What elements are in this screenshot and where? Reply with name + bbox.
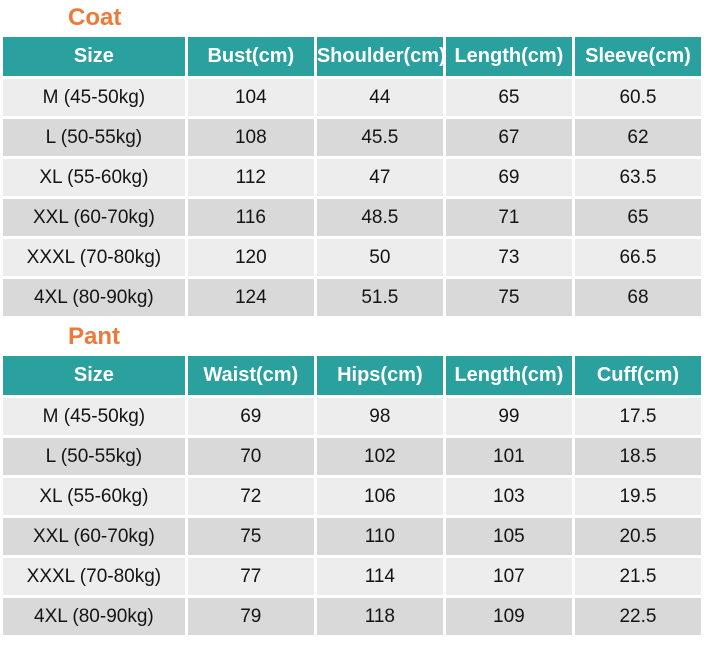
measurement-cell: 116 — [187, 199, 314, 236]
table-row: L (50-55kg) 70 102 101 18.5 — [3, 438, 701, 475]
measurement-cell: 18.5 — [574, 438, 701, 475]
measurement-cell: 101 — [445, 438, 572, 475]
size-label-cell: XL (55-60kg) — [3, 478, 185, 515]
measurement-cell: 98 — [316, 398, 443, 435]
measurement-cell: 102 — [316, 438, 443, 475]
size-label-cell: XXL (60-70kg) — [3, 199, 185, 236]
coat-size-table: Size Bust(cm) Shoulder(cm) Length(cm) Sleeve… — [0, 34, 704, 319]
measurement-cell: 110 — [316, 518, 443, 555]
measurement-cell: 17.5 — [574, 398, 701, 435]
measurement-cell: 109 — [445, 598, 572, 635]
table-row: XXXL (70-80kg) 120 50 73 66.5 — [3, 239, 701, 276]
measurement-cell: 75 — [445, 279, 572, 316]
measurement-cell: 114 — [316, 558, 443, 595]
column-header: Size — [3, 37, 185, 76]
table-row: M (45-50kg) 104 44 65 60.5 — [3, 79, 701, 116]
measurement-cell: 20.5 — [574, 518, 701, 555]
measurement-cell: 71 — [445, 199, 572, 236]
size-label-cell: M (45-50kg) — [3, 79, 185, 116]
measurement-cell: 106 — [316, 478, 443, 515]
size-label-cell: L (50-55kg) — [3, 119, 185, 156]
size-label-cell: XL (55-60kg) — [3, 159, 185, 196]
measurement-cell: 67 — [445, 119, 572, 156]
measurement-cell: 62 — [574, 119, 701, 156]
measurement-cell: 65 — [574, 199, 701, 236]
size-label-cell: 4XL (80-90kg) — [3, 598, 185, 635]
table-row: XXXL (70-80kg) 77 114 107 21.5 — [3, 558, 701, 595]
measurement-cell: 103 — [445, 478, 572, 515]
size-label-cell: 4XL (80-90kg) — [3, 279, 185, 316]
table-row: XL (55-60kg) 112 47 69 63.5 — [3, 159, 701, 196]
table-row: M (45-50kg) 69 98 99 17.5 — [3, 398, 701, 435]
column-header: Bust(cm) — [187, 37, 314, 76]
header-row: Size Bust(cm) Shoulder(cm) Length(cm) Sleeve… — [3, 37, 701, 76]
column-header: Sleeve(cm) — [574, 37, 701, 76]
measurement-cell: 19.5 — [574, 478, 701, 515]
column-header: Size — [3, 356, 185, 395]
measurement-cell: 50 — [316, 239, 443, 276]
measurement-cell: 108 — [187, 119, 314, 156]
section-pant: Pant Size Waist(cm) Hips(cm) Length(cm) Cuff(… — [0, 322, 704, 638]
measurement-cell: 68 — [574, 279, 701, 316]
size-label-cell: L (50-55kg) — [3, 438, 185, 475]
column-header: Waist(cm) — [187, 356, 314, 395]
section-coat: Coat Size Bust(cm) Shoulder(cm) Length(cm) Sl… — [0, 3, 704, 319]
header-row: Size Waist(cm) Hips(cm) Length(cm) Cuff(cm) — [3, 356, 701, 395]
measurement-cell: 65 — [445, 79, 572, 116]
table-row: XXL (60-70kg) 116 48.5 71 65 — [3, 199, 701, 236]
pant-size-table: Size Waist(cm) Hips(cm) Length(cm) Cuff(cm) M… — [0, 353, 704, 638]
measurement-cell: 104 — [187, 79, 314, 116]
measurement-cell: 45.5 — [316, 119, 443, 156]
measurement-cell: 79 — [187, 598, 314, 635]
measurement-cell: 60.5 — [574, 79, 701, 116]
measurement-cell: 47 — [316, 159, 443, 196]
size-label-cell: XXL (60-70kg) — [3, 518, 185, 555]
table-row: 4XL (80-90kg) 79 118 109 22.5 — [3, 598, 701, 635]
size-chart-page: Coat Size Bust(cm) Shoulder(cm) Length(cm) Sl… — [0, 3, 712, 638]
table-title-pant: Pant — [68, 323, 121, 350]
table-row: XL (55-60kg) 72 106 103 19.5 — [3, 478, 701, 515]
measurement-cell: 44 — [316, 79, 443, 116]
measurement-cell: 72 — [187, 478, 314, 515]
measurement-cell: 21.5 — [574, 558, 701, 595]
measurement-cell: 77 — [187, 558, 314, 595]
measurement-cell: 69 — [187, 398, 314, 435]
measurement-cell: 105 — [445, 518, 572, 555]
size-label-cell: M (45-50kg) — [3, 398, 185, 435]
table-row: 4XL (80-90kg) 124 51.5 75 68 — [3, 279, 701, 316]
column-header: Cuff(cm) — [574, 356, 701, 395]
column-header: Hips(cm) — [316, 356, 443, 395]
size-label-cell: XXXL (70-80kg) — [3, 239, 185, 276]
measurement-cell: 48.5 — [316, 199, 443, 236]
measurement-cell: 99 — [445, 398, 572, 435]
measurement-cell: 112 — [187, 159, 314, 196]
measurement-cell: 107 — [445, 558, 572, 595]
table-title-coat: Coat — [68, 4, 122, 31]
measurement-cell: 22.5 — [574, 598, 701, 635]
column-header: Shoulder(cm) — [316, 37, 446, 76]
column-header: Length(cm) — [445, 356, 572, 395]
measurement-cell: 120 — [187, 239, 314, 276]
measurement-cell: 75 — [187, 518, 314, 555]
measurement-cell: 66.5 — [574, 239, 701, 276]
measurement-cell: 124 — [187, 279, 314, 316]
measurement-cell: 118 — [316, 598, 443, 635]
column-header: Length(cm) — [445, 37, 572, 76]
measurement-cell: 69 — [445, 159, 572, 196]
measurement-cell: 51.5 — [316, 279, 443, 316]
table-row: XXL (60-70kg) 75 110 105 20.5 — [3, 518, 701, 555]
measurement-cell: 63.5 — [574, 159, 701, 196]
size-label-cell: XXXL (70-80kg) — [3, 558, 185, 595]
measurement-cell: 70 — [187, 438, 314, 475]
measurement-cell: 73 — [445, 239, 572, 276]
table-row: L (50-55kg) 108 45.5 67 62 — [3, 119, 701, 156]
